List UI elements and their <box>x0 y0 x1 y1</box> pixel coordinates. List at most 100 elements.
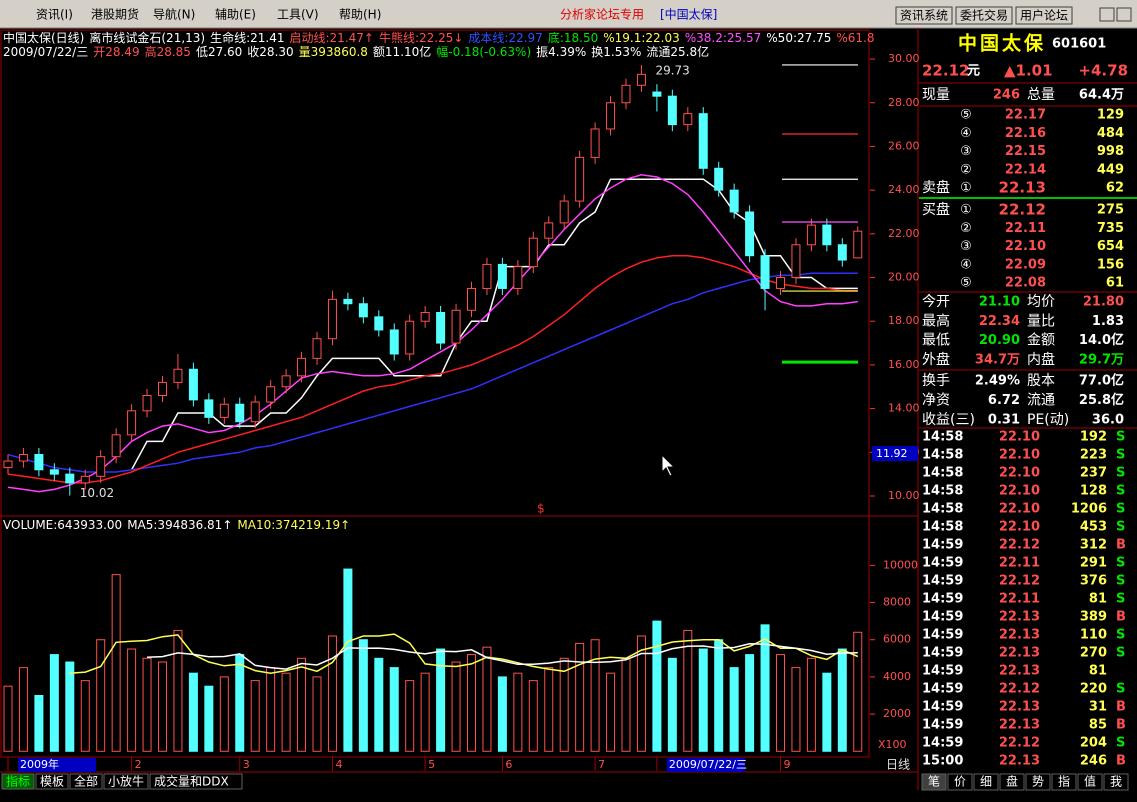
trade-side: S <box>1116 682 1125 697</box>
trade-volume: 1206 <box>1071 502 1107 517</box>
info-item: 换1.53% <box>591 45 641 59</box>
trade-volume: 85 <box>1089 718 1107 733</box>
candle-body <box>111 434 121 458</box>
tab[interactable] <box>1077 773 1103 791</box>
menu-button[interactable] <box>895 6 953 25</box>
tab-label[interactable]: 细 <box>980 775 992 789</box>
window-restore[interactable] <box>1099 7 1115 22</box>
volume-bar <box>837 648 847 752</box>
tab-label[interactable]: 笔 <box>928 774 940 789</box>
window-close[interactable] <box>1116 7 1132 22</box>
tab-label[interactable]: 值 <box>1084 774 1096 789</box>
tab-label[interactable]: 我 <box>1110 775 1122 789</box>
y-tick-label: 2000 <box>883 707 911 720</box>
y-tick-label: 26.00 <box>888 139 920 152</box>
menu-item[interactable]: 导航(N) <box>153 7 195 22</box>
trade-price: 22.12 <box>999 736 1040 751</box>
tab[interactable] <box>69 773 103 790</box>
stat-label: 净资 <box>922 393 950 409</box>
trade-volume: 223 <box>1080 448 1107 463</box>
unit-label: X100 <box>878 738 907 751</box>
y-tick-label: 8000 <box>883 596 911 609</box>
volume-bar <box>127 648 137 752</box>
tab-label[interactable]: 成交量和DDX <box>154 774 229 789</box>
volume-bar <box>297 657 307 752</box>
info-item: 收28.30 <box>247 45 293 59</box>
info-item: 低27.60 <box>196 45 242 59</box>
trade-volume: 376 <box>1080 574 1107 589</box>
menu-item[interactable]: 辅助(E) <box>215 8 256 22</box>
stat-label: 金额 <box>1027 333 1055 349</box>
volume-bar <box>343 568 353 752</box>
tab-label[interactable]: 盘 <box>1006 774 1018 789</box>
menu-item[interactable]: 港股期货 <box>91 7 139 22</box>
tab[interactable] <box>35 773 69 790</box>
trade-time: 14:59 <box>922 664 963 679</box>
tab[interactable] <box>1 773 35 790</box>
candle-body <box>312 338 322 359</box>
app-title: 分析家论坛专用 <box>560 7 644 22</box>
trade-volume: 81 <box>1089 592 1107 607</box>
candle-body <box>482 263 492 289</box>
info-item: 离市线试金石(21,13) <box>89 30 205 45</box>
tab[interactable] <box>1103 773 1129 791</box>
candle-body <box>405 320 415 355</box>
volume-bar <box>358 639 368 752</box>
stat-value: 6.72 <box>988 393 1020 408</box>
book-level: ④ <box>960 257 972 272</box>
candle-body <box>34 453 44 471</box>
menu-item[interactable]: 工具(V) <box>277 8 319 22</box>
tab-label[interactable]: 指 <box>1058 774 1070 789</box>
tab-label[interactable]: 全部 <box>74 774 98 789</box>
x-tick-label: 6 <box>505 758 512 771</box>
y-tick-label: 18.00 <box>888 314 920 327</box>
menu-item[interactable]: 资讯(I) <box>36 8 73 22</box>
tab-label[interactable]: 势 <box>1032 775 1044 789</box>
info-item: 启动线:21.47↑ <box>290 31 374 45</box>
stat-label: 内盘 <box>1027 351 1055 368</box>
tab[interactable] <box>1051 773 1077 791</box>
tab[interactable] <box>999 773 1025 791</box>
stat-label: 流通 <box>1027 393 1055 409</box>
info-item: MA10:374219.19↑ <box>237 518 350 532</box>
volume-bar <box>683 629 693 752</box>
tab[interactable] <box>1025 773 1051 791</box>
label: 总量 <box>1027 87 1055 103</box>
candle-body <box>235 403 245 423</box>
tab[interactable] <box>921 773 947 791</box>
candle-body <box>528 237 538 268</box>
candle-body <box>188 368 198 401</box>
candle-body <box>698 113 708 169</box>
trade-volume: 220 <box>1080 682 1107 697</box>
price-unit: 元 <box>967 64 980 79</box>
book-volume: 998 <box>1097 144 1124 159</box>
menu-button-label[interactable]: 用户论坛 <box>1020 8 1068 23</box>
candle-body <box>65 473 75 484</box>
tab[interactable] <box>103 773 149 790</box>
tab-label[interactable]: 指标 <box>6 774 30 789</box>
menu-item[interactable]: 帮助(H) <box>339 8 381 22</box>
book-volume: 484 <box>1097 126 1124 141</box>
tab-label[interactable]: 模板 <box>40 775 64 789</box>
trade-side: B <box>1116 538 1126 553</box>
tab[interactable] <box>973 773 999 791</box>
tab[interactable] <box>149 773 243 790</box>
candle-body <box>49 469 59 475</box>
stat-label: 最低 <box>922 333 950 349</box>
tab-label[interactable]: 小放牛 <box>108 774 144 789</box>
info-item: %38.2:25.57 <box>685 31 762 45</box>
menu-button[interactable] <box>1015 6 1073 25</box>
candle-body <box>389 329 399 355</box>
menu-button[interactable] <box>955 6 1013 25</box>
trade-time: 14:59 <box>922 610 963 625</box>
volume-bar <box>853 631 863 752</box>
trade-time: 14:59 <box>922 646 963 661</box>
stock-code: 601601 <box>1052 37 1106 52</box>
menu-button-label[interactable]: 资讯系统 <box>900 9 948 23</box>
change: ▲1.01 <box>1004 62 1053 80</box>
tab[interactable] <box>947 773 973 791</box>
trade-price: 22.13 <box>999 610 1040 625</box>
tab-label[interactable]: 价 <box>954 775 966 789</box>
book-price: 22.10 <box>1005 239 1046 254</box>
menu-button-label[interactable]: 委托交易 <box>960 8 1008 23</box>
